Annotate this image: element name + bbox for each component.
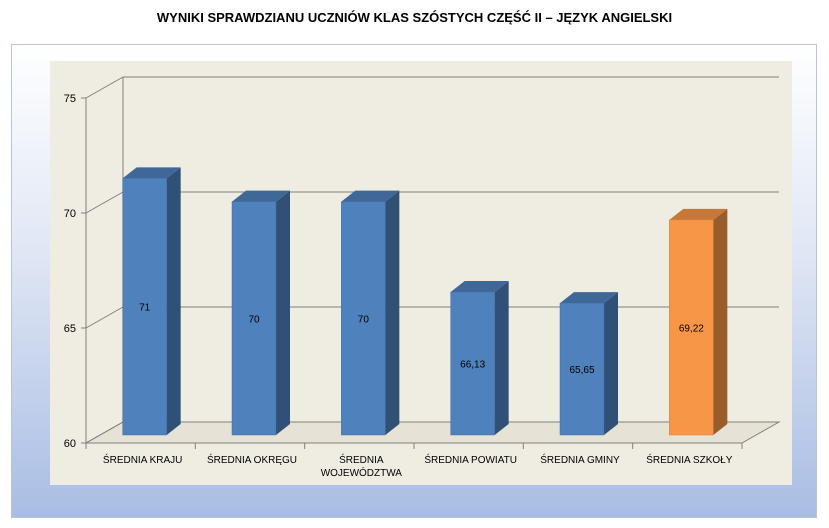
data-label: 70 (358, 314, 370, 325)
bar-top (560, 292, 618, 304)
y-tick-label: 70 (64, 208, 76, 220)
bar (559, 302, 605, 436)
bar (231, 201, 277, 436)
y-tick-label: 60 (64, 438, 76, 450)
data-label: 71 (139, 303, 151, 314)
bar-top (341, 190, 400, 202)
x-tick-label: ŚREDNIA SZKOŁY (646, 453, 732, 466)
bar-top (669, 208, 728, 220)
y-tick-label: 65 (64, 323, 76, 335)
bar (122, 178, 167, 436)
bar (669, 219, 714, 436)
bar (341, 201, 386, 436)
gridline-side (85, 76, 124, 99)
x-tick-label: WOJEWÓDZTWA (321, 466, 403, 479)
x-tick-label: ŚREDNIA GMINY (540, 453, 620, 466)
bar-side (604, 292, 618, 435)
bar-side (385, 190, 400, 435)
data-label: 69,22 (679, 323, 704, 334)
gridline-side (85, 191, 124, 214)
bar-top (450, 280, 509, 292)
data-label: 65,65 (569, 365, 594, 376)
x-tick-label: ŚREDNIA OKRĘGU (207, 453, 297, 466)
gridline-side (85, 421, 124, 444)
data-label: 66,13 (460, 359, 485, 370)
x-tick-label: ŚREDNIA (339, 453, 384, 466)
x-tick-label: ŚREDNIA POWIATU (424, 453, 517, 466)
bar (450, 291, 495, 436)
x-tick-label: ŚREDNIA KRAJU (103, 453, 182, 466)
data-label: 70 (248, 314, 260, 325)
gridline-side (85, 306, 124, 329)
bar-side (713, 208, 728, 435)
bar-side (276, 190, 290, 435)
bar-side (494, 280, 509, 435)
y-tick-label: 75 (64, 93, 76, 105)
chart-title: WYNIKI SPRAWDZIANU UCZNIÓW KLAS SZÓSTYCH… (156, 10, 673, 25)
bar-side (166, 167, 181, 436)
bar-top (232, 190, 290, 202)
bar-top (122, 167, 181, 179)
